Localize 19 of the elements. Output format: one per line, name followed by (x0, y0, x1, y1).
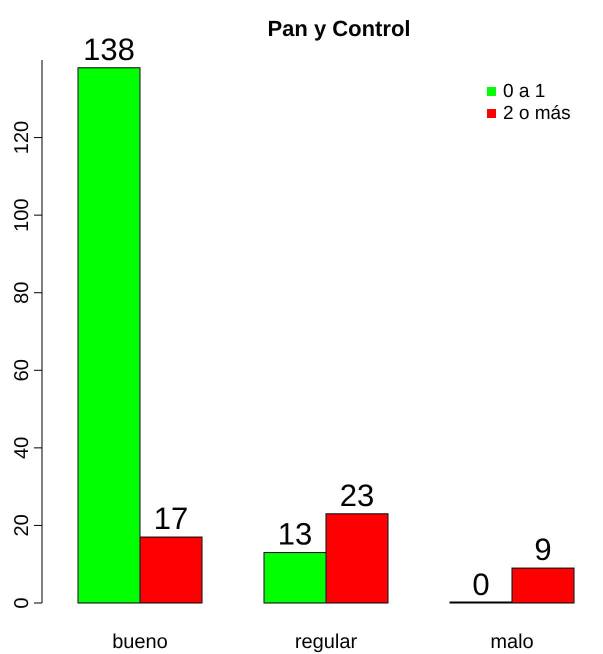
chart-title: Pan y Control (267, 16, 411, 41)
data-label: 9 (534, 532, 552, 568)
data-label: 23 (340, 478, 374, 513)
y-tick-label: 40 (11, 436, 33, 459)
y-tick-label: 80 (11, 282, 33, 304)
legend-label: 0 a 1 (503, 81, 546, 102)
x-tick-label: regular (294, 631, 358, 653)
y-tick-label: 120 (11, 120, 33, 154)
data-label: 0 (472, 567, 490, 602)
data-label: 17 (154, 501, 188, 536)
x-tick-label: malo (490, 631, 534, 653)
data-label: 138 (83, 32, 135, 67)
data-label: 13 (278, 516, 312, 552)
x-tick-label: bueno (112, 631, 168, 653)
y-tick-label: 100 (11, 198, 33, 232)
y-tick-label: 60 (11, 359, 33, 382)
y-tick-label: 20 (11, 514, 33, 537)
legend-label: 2 o más (503, 103, 571, 124)
y-tick-label: 0 (11, 597, 33, 609)
